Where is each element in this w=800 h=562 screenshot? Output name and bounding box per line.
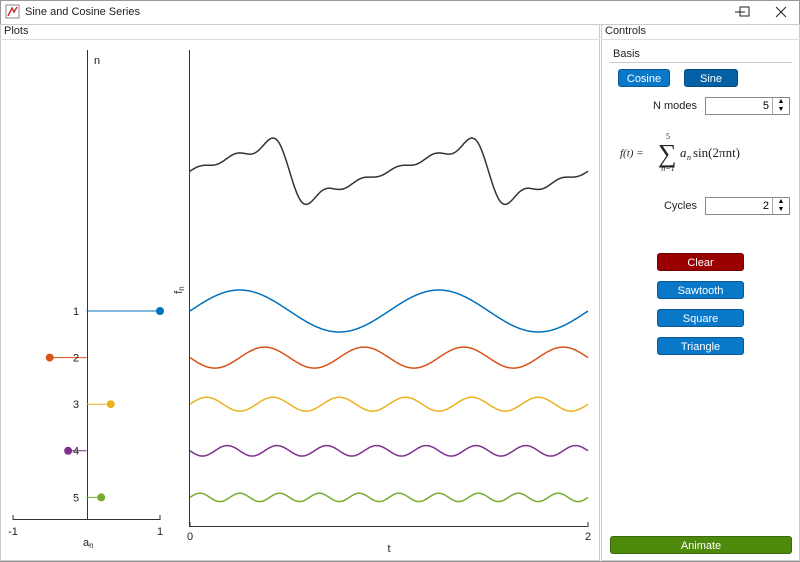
y-tick-label: 4	[73, 446, 79, 458]
formula-func: sin(2πnt)	[693, 145, 740, 160]
formula-lower: n=1	[661, 164, 674, 173]
n-modes-label: N modes	[652, 100, 697, 112]
sine-button[interactable]: Sine	[684, 69, 738, 87]
stem-marker	[97, 493, 106, 502]
mode-wave	[189, 444, 589, 457]
plots-title: Plots	[4, 25, 29, 37]
tab-title[interactable]: Basis	[613, 48, 640, 60]
formula-sigma: ∑	[658, 139, 677, 168]
x-tick-label: 0	[187, 531, 193, 543]
formula-lhs: f(t) =	[620, 148, 644, 160]
window-title: Sine and Cosine Series	[25, 6, 140, 18]
y-tick-label: 3	[73, 399, 79, 411]
triangle-button[interactable]: Triangle	[657, 337, 744, 355]
clear-button[interactable]: Clear	[657, 253, 744, 271]
sawtooth-button[interactable]: Sawtooth	[657, 281, 744, 299]
spin-up[interactable]: ▲	[772, 98, 789, 106]
app-icon	[5, 4, 20, 19]
wave-x-label: t	[387, 543, 390, 555]
stem-marker	[156, 307, 164, 315]
cycles-spinner[interactable]: 2 ▲ ▼	[705, 197, 790, 215]
close-button[interactable]	[775, 6, 787, 18]
n-modes-value[interactable]: 5	[762, 100, 769, 112]
wave-y-label-sub: n	[177, 286, 186, 290]
stem-x-label-sub: n	[89, 541, 93, 550]
x-tick-label: 1	[157, 526, 163, 538]
n-modes-spinner[interactable]: 5 ▲ ▼	[705, 97, 790, 115]
formula-coef-sub: n	[687, 153, 691, 162]
wave-y-label-base: f	[173, 290, 185, 294]
spin-up[interactable]: ▲	[772, 198, 789, 206]
cycles-value[interactable]: 2	[762, 200, 769, 212]
stem-y-label: n	[94, 55, 100, 67]
mode-wave	[189, 346, 589, 369]
formula-coef: a	[680, 145, 687, 160]
spin-down[interactable]: ▼	[772, 106, 789, 114]
mode-wave	[189, 396, 589, 412]
cosine-button[interactable]: Cosine	[618, 69, 670, 87]
cycles-label: Cycles	[663, 200, 697, 212]
app-icon-graphic	[7, 6, 18, 17]
stem-x-label: an	[83, 537, 94, 550]
stem-marker	[106, 400, 115, 409]
stem-marker	[45, 353, 54, 362]
maximize-button[interactable]	[739, 6, 750, 17]
stem-marker	[64, 446, 73, 455]
mode-wave	[189, 492, 589, 503]
square-button[interactable]: Square	[657, 309, 744, 327]
formula-upper: 5	[666, 132, 670, 141]
plots-panel	[0, 24, 600, 561]
wave-y-label: fn	[173, 286, 186, 294]
sum-wave	[189, 137, 589, 206]
y-tick-label: 1	[73, 306, 79, 318]
formula: f(t) = ∑ 5 n=1 a n sin(2πnt)	[620, 132, 740, 173]
animate-button[interactable]: Animate	[610, 536, 792, 554]
y-tick-label: 2	[73, 353, 79, 365]
y-tick-label: 5	[73, 492, 79, 504]
controls-title: Controls	[605, 25, 646, 37]
x-tick-label: -1	[8, 526, 18, 538]
stem-x-label-base: a	[83, 537, 90, 549]
x-tick-label: 2	[585, 531, 591, 543]
spin-down[interactable]: ▼	[772, 206, 789, 214]
mode-wave	[189, 289, 589, 333]
